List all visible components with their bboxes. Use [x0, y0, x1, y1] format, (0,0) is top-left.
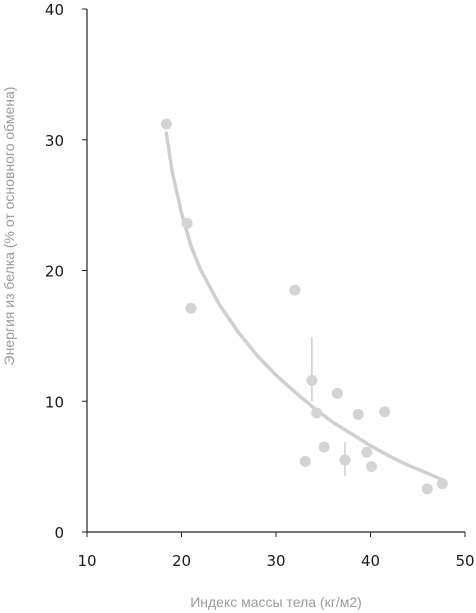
data-point [306, 374, 318, 386]
data-point [421, 483, 433, 495]
data-point [379, 406, 391, 418]
y-tick-label: 10 [45, 393, 64, 411]
x-ticks: 10 20 30 40 50 [77, 532, 475, 570]
data-point [436, 478, 448, 490]
data-point [289, 284, 301, 296]
axes [86, 9, 465, 533]
data-point [185, 302, 197, 314]
data-points-layer [160, 118, 448, 495]
x-tick-label: 10 [77, 552, 96, 570]
x-tick-label: 40 [361, 552, 380, 570]
x-tick-label: 20 [172, 552, 191, 570]
y-tick-label: 20 [45, 263, 64, 281]
y-tick-label: 30 [45, 132, 64, 150]
y-tick-label: 0 [54, 524, 64, 542]
data-point [339, 454, 351, 466]
data-point [299, 455, 311, 467]
y-axis-title: Энергия из белка (% от основного обмена) [1, 87, 17, 366]
data-point [352, 408, 364, 420]
x-tick-label: 50 [455, 552, 474, 570]
x-axis-title: Индекс массы тела (кг/м2) [190, 594, 362, 610]
x-tick-label: 30 [266, 552, 285, 570]
data-point [181, 217, 193, 229]
data-point [311, 407, 323, 419]
data-point [160, 118, 172, 130]
trend-curve [164, 131, 445, 482]
data-point [361, 446, 373, 458]
error-bar-layer [311, 337, 346, 476]
trend-curve-layer [164, 131, 445, 482]
data-point [331, 387, 343, 399]
y-ticks: 0 10 20 30 40 [45, 1, 87, 542]
data-point [365, 461, 377, 473]
y-tick-label: 40 [45, 1, 64, 19]
data-point [318, 441, 330, 453]
